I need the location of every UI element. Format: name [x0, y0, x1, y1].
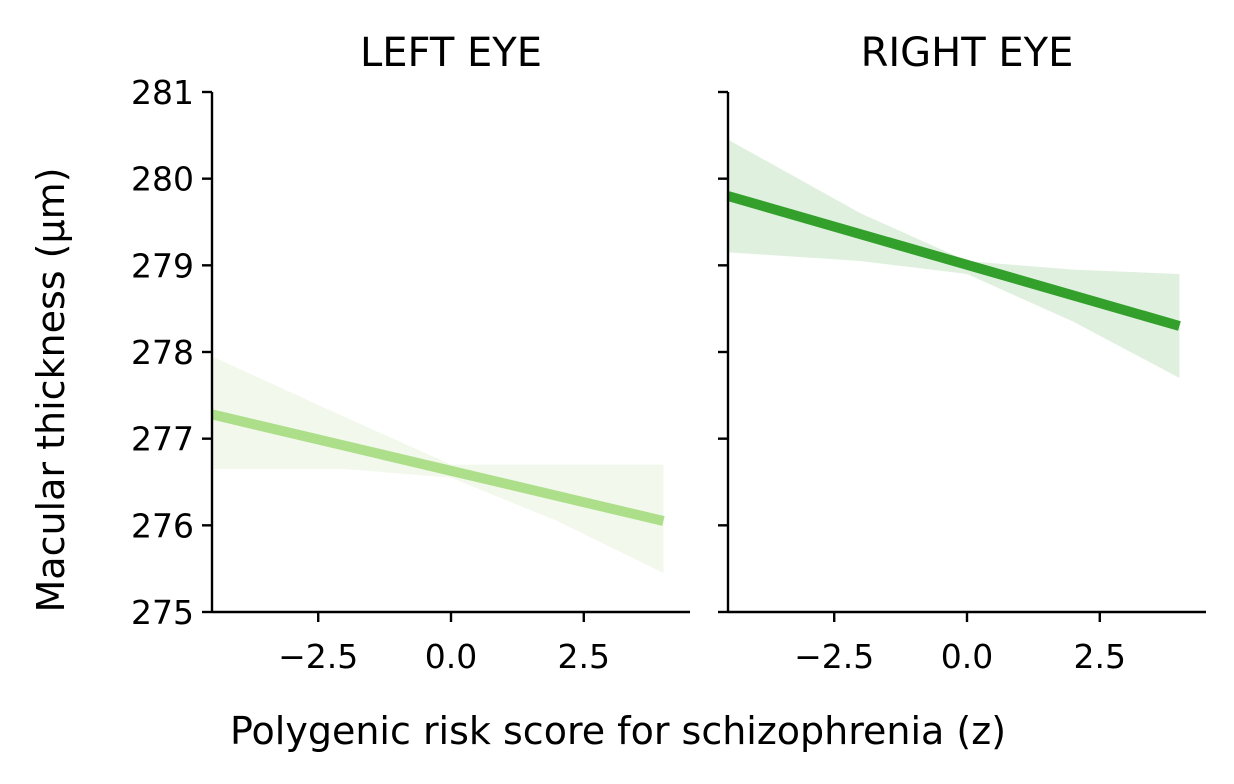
x-axis-label: Polygenic risk score for schizophrenia (…: [230, 709, 1006, 753]
y-tick-label: 278: [131, 333, 194, 372]
panel-right-eye: −2.5 0.0 2.5 RIGHT EYE: [718, 30, 1206, 676]
x-tick-label: −2.5: [278, 637, 358, 676]
x-tick-label: 2.5: [558, 637, 610, 676]
series-line: [726, 191, 1181, 331]
x-tick-label: −2.5: [794, 637, 874, 676]
panel-title: LEFT EYE: [360, 30, 542, 76]
y-tick-label: 276: [131, 506, 194, 545]
x-tick-label: 0.0: [425, 637, 477, 676]
y-tick-label: 277: [131, 420, 194, 459]
x-tick-label: 0.0: [941, 637, 993, 676]
y-tick-label: 279: [131, 246, 194, 285]
y-axis-label: Macular thickness (μm): [29, 167, 73, 612]
y-tick-label: 280: [131, 160, 194, 199]
y-tick-label: 275: [131, 593, 194, 632]
x-tick-label: 2.5: [1074, 637, 1126, 676]
panel-left-eye: 275 276 277 278 279 280 281 −2.5 0.0 2.5 LEFT EYE: [131, 30, 690, 676]
panel-title: RIGHT EYE: [861, 30, 1074, 76]
y-tick-label: 281: [131, 73, 194, 112]
series-line: [210, 409, 665, 526]
